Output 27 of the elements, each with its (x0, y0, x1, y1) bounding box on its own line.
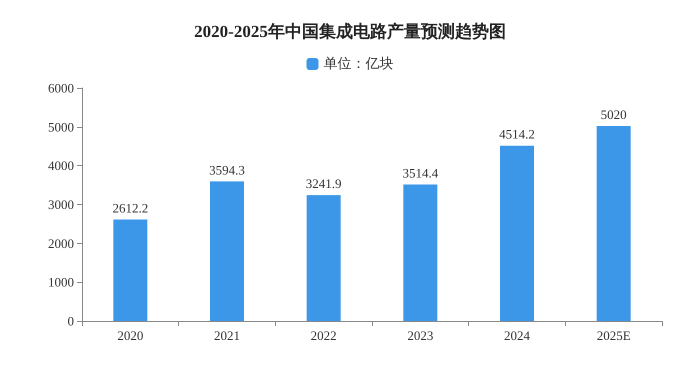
x-tick-label: 2022 (310, 328, 337, 343)
y-tick-label: 1000 (48, 274, 74, 290)
y-tick-label: 5000 (48, 119, 74, 134)
x-tick-label: 2023 (407, 328, 434, 343)
x-tick-label: 2025E (596, 328, 631, 343)
y-tick-label: 3000 (48, 197, 74, 212)
data-label: 5020 (600, 107, 627, 122)
data-label: 3241.9 (306, 176, 342, 192)
chart-title: 2020-2025年中国集成电路产量预测趋势图 (194, 22, 506, 41)
data-label: 3514.4 (402, 166, 439, 181)
data-label: 4514.2 (499, 126, 535, 142)
legend-label: 单位：亿块 (324, 56, 394, 72)
bar (306, 195, 341, 321)
y-tick-label: 6000 (48, 80, 74, 96)
bar (596, 126, 631, 321)
y-tick-label: 4000 (48, 158, 74, 174)
bar (500, 146, 534, 321)
data-label: 3594.3 (209, 162, 245, 178)
x-tick-label: 2024 (504, 328, 530, 343)
bar (113, 220, 148, 321)
y-tick-label: 2000 (48, 236, 74, 251)
x-tick-label: 2021 (214, 328, 240, 343)
bar (210, 181, 244, 321)
y-tick-label: 0 (68, 314, 74, 328)
bar (403, 184, 438, 321)
x-tick-label: 2020 (117, 328, 144, 343)
data-label: 2612.2 (112, 200, 148, 216)
